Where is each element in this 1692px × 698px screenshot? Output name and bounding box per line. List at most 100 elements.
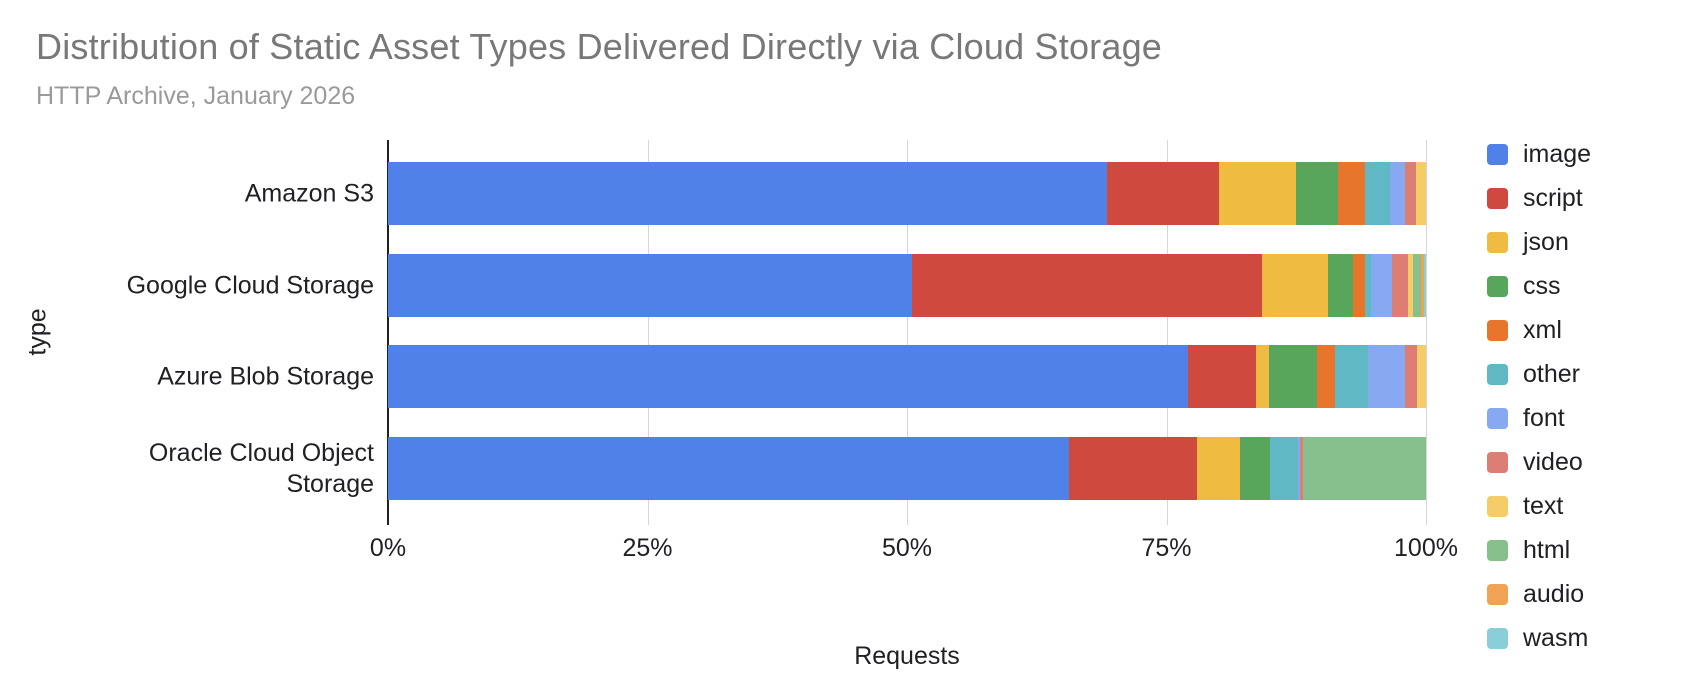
bar-segment-video[interactable]	[1405, 162, 1416, 225]
legend-label: script	[1523, 183, 1583, 212]
legend-item-other[interactable]: other	[1487, 352, 1687, 396]
bar-segment-wasm[interactable]	[1423, 254, 1426, 317]
legend-label: html	[1523, 535, 1571, 564]
x-tick-label: 25%	[622, 534, 673, 562]
legend-label: image	[1523, 139, 1592, 168]
legend-item-wasm[interactable]: wasm	[1487, 616, 1687, 660]
legend-item-xml[interactable]: xml	[1487, 308, 1687, 352]
bar-segment-font[interactable]	[1298, 437, 1301, 500]
bar-segment-html[interactable]	[1303, 437, 1426, 500]
x-axis-title: Requests	[854, 642, 960, 670]
legend-item-image[interactable]: image	[1487, 132, 1687, 176]
y-axis-title: type	[23, 308, 52, 356]
legend-item-json[interactable]: json	[1487, 220, 1687, 264]
bar-segment-video[interactable]	[1405, 345, 1417, 408]
x-tick-label: 50%	[881, 534, 933, 562]
legend-label: video	[1523, 447, 1583, 476]
bar-segment-text[interactable]	[1416, 345, 1426, 408]
legend-swatch-css	[1487, 275, 1508, 297]
bar-segment-text[interactable]	[1408, 254, 1414, 317]
plot-area	[387, 140, 1427, 525]
legend-label: audio	[1523, 579, 1585, 608]
bar-segment-json[interactable]	[1261, 254, 1329, 317]
legend-swatch-image	[1487, 143, 1508, 165]
legend-item-font[interactable]: font	[1487, 396, 1687, 440]
category-labels: Amazon S3 Google Cloud Storage Azure Blob …	[96, 140, 374, 525]
chart-title: Distribution of Static Asset Types Deliv…	[36, 26, 1163, 67]
legend-swatch-font	[1487, 407, 1508, 429]
x-axis-ticks: 0% 25% 50% 75% 100%	[370, 534, 1458, 564]
bar-segment-video[interactable]	[1391, 254, 1409, 317]
legend-swatch-wasm	[1487, 627, 1508, 649]
gridline	[1426, 140, 1427, 525]
legend-item-video[interactable]: video	[1487, 440, 1687, 484]
legend: image script json css xml other font video text h…	[1487, 132, 1687, 660]
category-label: Google Cloud Storage	[126, 270, 374, 299]
bar-segment-json[interactable]	[1255, 345, 1270, 408]
legend-item-html[interactable]: html	[1487, 528, 1687, 572]
legend-label: font	[1523, 403, 1565, 432]
bar-segment-xml[interactable]	[1353, 254, 1365, 317]
legend-item-text[interactable]: text	[1487, 484, 1687, 528]
legend-swatch-other	[1487, 363, 1508, 385]
bar-segment-image[interactable]	[388, 254, 913, 317]
bar-segment-video[interactable]	[1300, 437, 1304, 500]
bar-segment-other[interactable]	[1270, 437, 1299, 500]
legend-label: css	[1523, 271, 1561, 300]
bar-segment-font[interactable]	[1370, 254, 1392, 317]
bar-row	[388, 345, 1426, 408]
legend-label: xml	[1523, 315, 1562, 344]
bar-segment-image[interactable]	[388, 162, 1108, 225]
legend-swatch-text	[1487, 495, 1508, 517]
legend-swatch-html	[1487, 539, 1508, 561]
category-label: Oracle Cloud Object Storage	[148, 438, 374, 498]
bar-segment-css[interactable]	[1269, 345, 1317, 408]
bar-segment-json[interactable]	[1196, 437, 1241, 500]
bar-segment-css[interactable]	[1296, 162, 1338, 225]
bar-segment-text[interactable]	[1415, 162, 1426, 225]
legend-label: text	[1523, 491, 1564, 520]
bar-segment-font[interactable]	[1389, 162, 1406, 225]
legend-swatch-xml	[1487, 319, 1508, 341]
y-axis-line	[387, 140, 389, 525]
legend-swatch-json	[1487, 231, 1508, 253]
bar-segment-css[interactable]	[1328, 254, 1354, 317]
legend-item-css[interactable]: css	[1487, 264, 1687, 308]
bar-segment-other[interactable]	[1364, 162, 1390, 225]
bar-segment-xml[interactable]	[1337, 162, 1365, 225]
bar-segment-xml[interactable]	[1316, 345, 1335, 408]
bar-segment-script[interactable]	[1068, 437, 1197, 500]
legend-item-audio[interactable]: audio	[1487, 572, 1687, 616]
bar-segment-other[interactable]	[1334, 345, 1368, 408]
bar-segment-image[interactable]	[388, 345, 1189, 408]
bar-row	[388, 437, 1426, 500]
legend-swatch-script	[1487, 187, 1508, 209]
bar-segment-font[interactable]	[1367, 345, 1406, 408]
legend-swatch-video	[1487, 451, 1508, 473]
bar-segment-audio[interactable]	[1420, 254, 1424, 317]
gridline	[1166, 140, 1168, 525]
bar-segment-script[interactable]	[912, 254, 1262, 317]
category-label: Amazon S3	[244, 178, 374, 207]
bar-row	[388, 254, 1426, 317]
gridline	[647, 140, 649, 525]
legend-label: other	[1523, 359, 1580, 388]
bar-segment-script[interactable]	[1107, 162, 1220, 225]
bar-segment-json[interactable]	[1219, 162, 1297, 225]
bar-segment-css[interactable]	[1240, 437, 1271, 500]
legend-label: json	[1523, 227, 1569, 256]
gridline	[907, 140, 908, 525]
bar-segment-other[interactable]	[1364, 254, 1371, 317]
x-tick-label: 100%	[1394, 534, 1458, 562]
category-label: Azure Blob Storage	[157, 361, 374, 390]
x-tick-label: 75%	[1141, 534, 1192, 562]
legend-item-script[interactable]: script	[1487, 176, 1687, 220]
bar-segment-script[interactable]	[1188, 345, 1256, 408]
x-tick-label: 0%	[369, 534, 407, 562]
bar-row	[388, 162, 1426, 225]
legend-swatch-audio	[1487, 583, 1508, 605]
bar-segment-image[interactable]	[388, 437, 1069, 500]
legend-label: wasm	[1523, 623, 1589, 652]
bar-segment-html[interactable]	[1413, 254, 1421, 317]
